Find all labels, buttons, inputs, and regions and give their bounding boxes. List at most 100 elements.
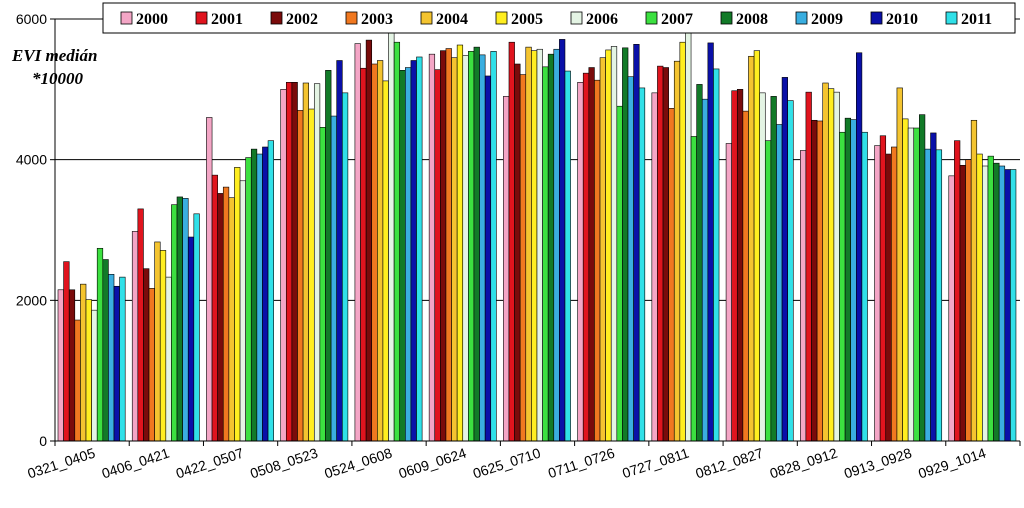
bar-2009-0422_0507 [256, 153, 263, 442]
legend-label-2001: 2001 [211, 11, 243, 28]
bar-2003-0828_0912 [816, 120, 824, 442]
legend-swatch-2004 [420, 11, 433, 25]
bar-2004-0406_0421 [154, 241, 161, 442]
bar-2009-0828_0912 [850, 119, 857, 442]
legend-label-2009: 2009 [811, 11, 843, 28]
bar-2000-0508_0523 [280, 89, 287, 442]
bar-2007-0727_0811 [690, 136, 697, 442]
bar-2005-0422_0507 [234, 167, 241, 442]
bar-2003-0321_0405 [74, 319, 81, 442]
y-tick-label: 4000 [16, 152, 47, 168]
legend-swatch-2008 [720, 11, 733, 25]
y-tick-label: 0 [39, 433, 47, 449]
bar-2007-0321_0405 [96, 247, 104, 442]
bar-2004-0913_0928 [896, 87, 903, 442]
bar-2011-0524_0608 [416, 56, 423, 442]
bar-2001-0422_0507 [211, 174, 218, 442]
legend-swatch-2011 [945, 11, 958, 25]
bar-2005-0929_1014 [976, 153, 983, 442]
bar-2000-0727_0811 [651, 92, 658, 442]
bar-2006-0828_0912 [833, 91, 840, 442]
bar-2008-0727_0811 [696, 84, 703, 442]
bar-2009-0321_0405 [108, 274, 115, 442]
bar-2001-0524_0608 [360, 67, 367, 442]
bar-2003-0609_0624 [445, 48, 452, 442]
bar-2009-0913_0928 [924, 148, 931, 442]
legend-swatch-2010 [870, 11, 883, 25]
bar-2010-0609_0624 [484, 75, 492, 442]
bar-2007-0929_1014 [987, 155, 994, 442]
legend-label-2000: 2000 [136, 11, 168, 28]
category-label-0828_0912: 0828_0912 [768, 445, 840, 482]
bar-2002-0828_0912 [811, 119, 818, 442]
bar-2001-0929_1014 [954, 140, 961, 442]
bar-2000-0609_0624 [428, 53, 436, 442]
bar-2003-0727_0811 [668, 108, 675, 442]
bar-2008-0913_0928 [919, 114, 926, 442]
bar-2007-0524_0608 [393, 41, 401, 442]
bar-2003-0422_0507 [222, 186, 230, 442]
bar-2001-0812_0827 [731, 90, 738, 442]
bar-2002-0625_0710 [514, 63, 521, 442]
category-label-0508_0523: 0508_0523 [248, 445, 320, 482]
category-label-0406_0421: 0406_0421 [100, 445, 172, 482]
bar-2005-0524_0608 [382, 80, 389, 442]
bars [57, 21, 1017, 442]
bar-2011-0609_0624 [490, 51, 497, 442]
bar-2009-0609_0624 [479, 54, 486, 442]
legend-label-2004: 2004 [436, 11, 468, 28]
bar-2006-0406_0421 [165, 276, 172, 442]
bar-2002-0422_0507 [217, 193, 224, 442]
bar-2001-0828_0912 [805, 91, 812, 442]
bar-2005-0913_0928 [902, 118, 909, 442]
legend-label-2008: 2008 [736, 11, 768, 28]
category-label-0625_0710: 0625_0710 [471, 445, 543, 482]
bar-2004-0609_0624 [451, 57, 458, 442]
bar-2009-0929_1014 [998, 165, 1006, 442]
y-tick-labels: 0 2000 4000 6000 [16, 11, 47, 449]
bar-2008-0812_0827 [770, 96, 777, 442]
bar-2008-0711_0726 [622, 47, 629, 442]
bar-2005-0406_0421 [159, 250, 167, 442]
bar-2009-0625_0710 [553, 48, 560, 442]
bar-2003-0406_0421 [148, 288, 155, 442]
bar-2000-0406_0421 [131, 231, 139, 442]
legend-swatch-2006 [570, 11, 583, 25]
bar-2002-0321_0405 [68, 289, 76, 442]
legend-label-2011: 2011 [961, 11, 992, 28]
bar-2007-0711_0726 [616, 105, 623, 442]
bar-2001-0913_0928 [879, 135, 887, 442]
legend-swatch-2007 [645, 11, 658, 25]
bar-2011-0929_1014 [1010, 169, 1017, 442]
category-label-0422_0507: 0422_0507 [174, 445, 246, 482]
bar-2011-0711_0726 [638, 87, 646, 442]
bar-2010-0828_0912 [856, 52, 863, 442]
axes [54, 19, 1021, 446]
bar-2008-0406_0421 [176, 196, 183, 442]
bar-2005-0508_0523 [308, 108, 315, 442]
bar-2003-0929_1014 [965, 159, 972, 442]
legend-label-2002: 2002 [286, 11, 318, 28]
category-labels: 0321_0405 0406_0421 0422_0507 0508_0523 0524… [25, 445, 988, 482]
bar-2008-0321_0405 [102, 259, 109, 442]
bar-2001-0711_0726 [582, 72, 590, 442]
bar-2006-0508_0523 [313, 83, 321, 442]
bar-2006-0711_0726 [610, 46, 618, 442]
bar-2004-0524_0608 [377, 60, 384, 442]
bar-2010-0321_0405 [113, 285, 120, 442]
bar-2009-0711_0726 [627, 76, 634, 442]
bar-2000-0828_0912 [800, 150, 807, 442]
bar-2002-0913_0928 [885, 153, 892, 442]
bar-2003-0508_0523 [297, 110, 304, 442]
legend-swatch-2000 [120, 11, 133, 25]
bar-2005-0727_0811 [679, 41, 686, 442]
bar-2009-0406_0421 [182, 198, 189, 442]
category-label-0524_0608: 0524_0608 [322, 445, 394, 482]
bar-2003-0625_0710 [519, 74, 527, 442]
bar-2009-0524_0608 [405, 67, 412, 442]
bar-2006-0422_0507 [239, 180, 246, 442]
bar-2005-0812_0827 [753, 50, 760, 442]
bar-2002-0929_1014 [959, 164, 966, 442]
legend-swatch-2005 [495, 11, 508, 25]
